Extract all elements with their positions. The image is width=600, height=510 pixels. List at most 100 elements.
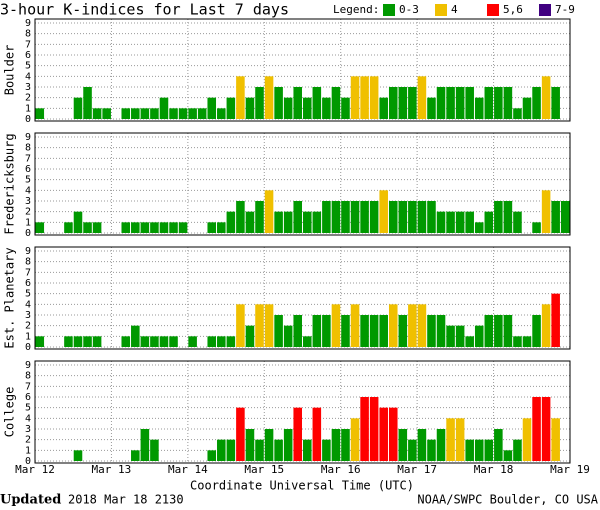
bar bbox=[455, 211, 465, 233]
bar bbox=[398, 87, 408, 119]
bar bbox=[465, 336, 474, 347]
bar bbox=[131, 325, 140, 347]
bar bbox=[341, 429, 350, 461]
y-tick-label: 7 bbox=[25, 381, 31, 392]
bar bbox=[121, 108, 131, 119]
bar bbox=[494, 315, 503, 347]
bar bbox=[226, 336, 236, 347]
bar bbox=[522, 336, 532, 347]
bar bbox=[150, 336, 159, 347]
bar bbox=[274, 315, 283, 347]
legend-swatch bbox=[539, 4, 551, 16]
bar bbox=[73, 336, 83, 347]
bar bbox=[522, 418, 532, 461]
bar bbox=[131, 222, 140, 233]
x-tick-label: Mar 15 bbox=[244, 463, 284, 476]
bar bbox=[494, 87, 503, 119]
y-tick-label: 2 bbox=[25, 207, 31, 218]
bar bbox=[293, 407, 302, 461]
bar bbox=[245, 429, 255, 461]
legend-label: 5,6 bbox=[503, 3, 523, 16]
bar bbox=[379, 97, 388, 119]
bar bbox=[541, 397, 551, 461]
bar bbox=[236, 304, 245, 347]
panel-label: College bbox=[3, 387, 17, 438]
bar bbox=[408, 439, 417, 461]
bar bbox=[513, 336, 522, 347]
bar bbox=[388, 201, 398, 233]
bar bbox=[436, 87, 446, 119]
y-tick-label: 4 bbox=[25, 299, 31, 310]
y-tick-label: 0 bbox=[25, 114, 31, 125]
y-tick-label: 0 bbox=[25, 342, 31, 353]
legend-swatch bbox=[487, 4, 499, 16]
bar bbox=[274, 211, 283, 233]
bar bbox=[532, 315, 541, 347]
bar bbox=[283, 325, 293, 347]
bar bbox=[541, 304, 551, 347]
bar bbox=[455, 87, 465, 119]
bar bbox=[150, 108, 159, 119]
bar bbox=[255, 304, 264, 347]
bar bbox=[35, 336, 45, 347]
bar bbox=[484, 87, 494, 119]
bar bbox=[207, 450, 217, 461]
bar bbox=[140, 336, 150, 347]
y-tick-label: 8 bbox=[25, 257, 31, 268]
y-tick-label: 2 bbox=[25, 93, 31, 104]
bar bbox=[83, 336, 92, 347]
legend-swatch bbox=[383, 4, 395, 16]
y-tick-label: 3 bbox=[25, 82, 31, 93]
bar bbox=[245, 325, 255, 347]
bar bbox=[446, 325, 455, 347]
y-tick-label: 7 bbox=[25, 39, 31, 50]
bar bbox=[131, 108, 140, 119]
legend-label: 7-9 bbox=[555, 3, 575, 16]
bar bbox=[255, 439, 264, 461]
bar bbox=[350, 201, 360, 233]
bar bbox=[255, 201, 264, 233]
bar bbox=[388, 407, 398, 461]
bar bbox=[312, 315, 322, 347]
bar bbox=[236, 407, 245, 461]
bar bbox=[217, 222, 226, 233]
y-tick-label: 0 bbox=[25, 228, 31, 239]
updated-time: 2018 Mar 18 2130 bbox=[68, 493, 184, 507]
bar bbox=[436, 315, 446, 347]
bar bbox=[283, 211, 293, 233]
bar bbox=[131, 450, 140, 461]
bar bbox=[503, 87, 513, 119]
bar bbox=[341, 97, 350, 119]
y-tick-label: 4 bbox=[25, 71, 31, 82]
y-tick-label: 5 bbox=[25, 175, 31, 186]
credit: NOAA/SWPC Boulder, CO USA bbox=[417, 493, 598, 507]
bar bbox=[484, 439, 494, 461]
y-tick-label: 8 bbox=[25, 371, 31, 382]
bar bbox=[64, 336, 73, 347]
bar bbox=[169, 336, 178, 347]
bar bbox=[465, 87, 474, 119]
bar bbox=[484, 315, 494, 347]
y-tick-label: 6 bbox=[25, 164, 31, 175]
bar bbox=[541, 190, 551, 233]
bar bbox=[331, 304, 341, 347]
bar bbox=[274, 439, 283, 461]
y-tick-label: 2 bbox=[25, 435, 31, 446]
y-tick-label: 8 bbox=[25, 29, 31, 40]
legend-label: 0-3 bbox=[399, 3, 419, 16]
panel-frame bbox=[34, 132, 571, 236]
bar bbox=[322, 97, 331, 119]
bar bbox=[484, 211, 494, 233]
x-axis-label: Coordinate Universal Time (UTC) bbox=[190, 479, 414, 493]
bar bbox=[178, 222, 188, 233]
y-tick-label: 4 bbox=[25, 185, 31, 196]
bar bbox=[408, 87, 417, 119]
bar bbox=[465, 439, 474, 461]
y-tick-label: 8 bbox=[25, 143, 31, 154]
x-tick-label: Mar 13 bbox=[92, 463, 132, 476]
bar bbox=[417, 429, 427, 461]
y-tick-label: 5 bbox=[25, 289, 31, 300]
bar bbox=[255, 87, 264, 119]
bar bbox=[236, 201, 245, 233]
